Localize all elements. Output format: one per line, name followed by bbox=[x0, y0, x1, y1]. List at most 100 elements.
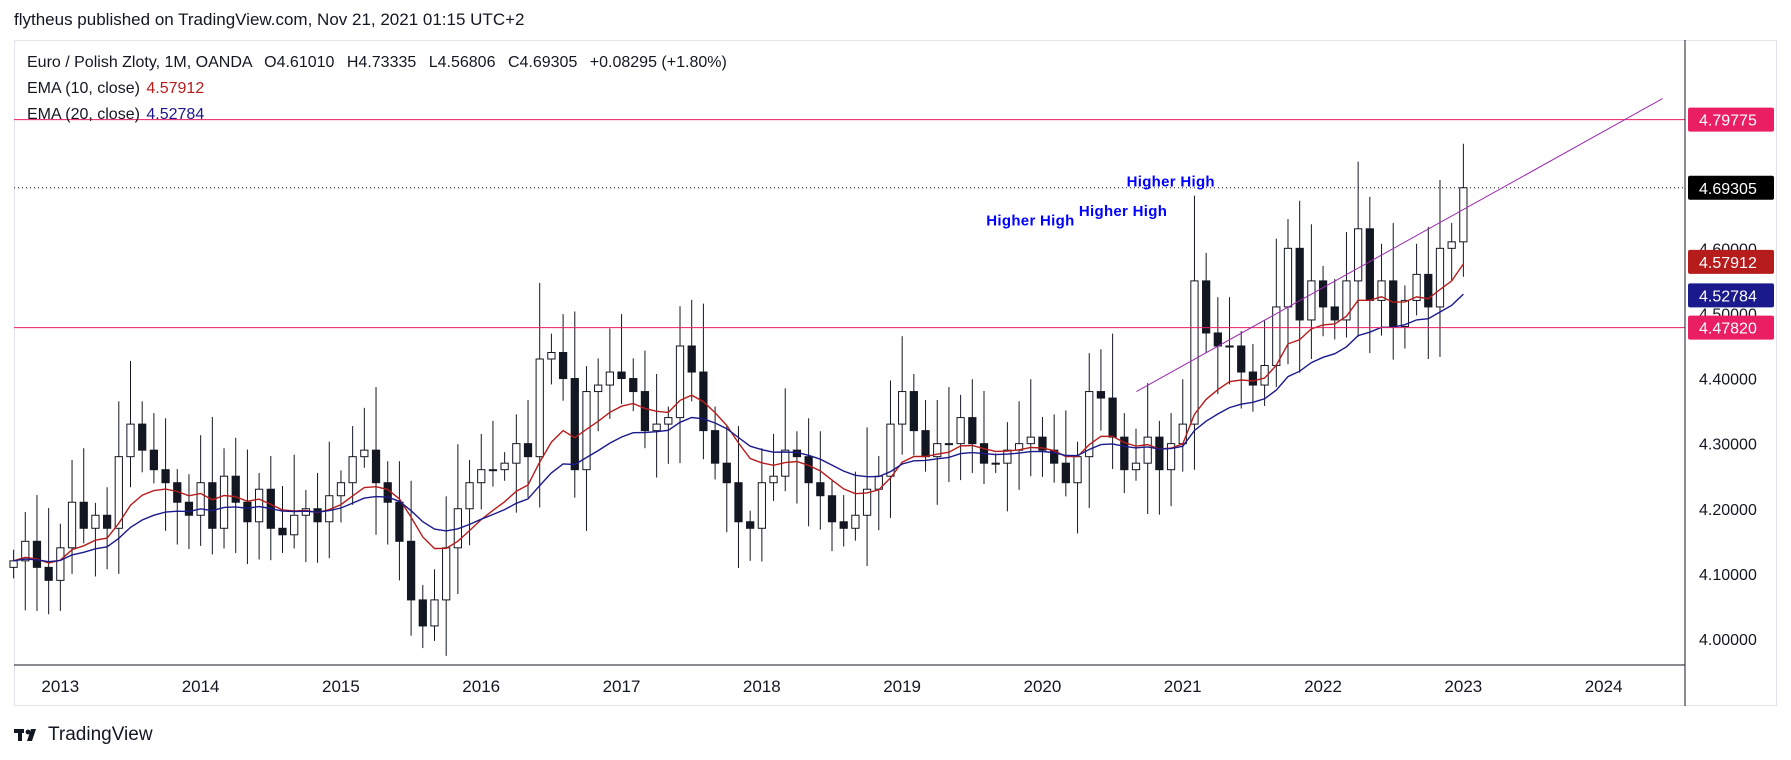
candle-body bbox=[909, 391, 918, 432]
candle-body bbox=[219, 475, 229, 529]
candle-body bbox=[558, 352, 568, 380]
candle-body bbox=[126, 423, 135, 458]
candle-body bbox=[652, 423, 661, 432]
candle-body bbox=[523, 443, 533, 458]
candle-body bbox=[1272, 306, 1281, 367]
open-label: O bbox=[264, 54, 277, 71]
ema10-legend[interactable]: EMA (10, close) 4.57912 bbox=[27, 80, 204, 98]
candle-body bbox=[254, 488, 264, 523]
candle-body bbox=[605, 371, 614, 386]
candle-body bbox=[1389, 280, 1398, 327]
candle-body bbox=[430, 599, 439, 627]
higher-high-annotation: Higher High bbox=[1127, 173, 1215, 190]
candle-body bbox=[851, 514, 860, 529]
level-tag-lower: 4.47820 bbox=[1699, 321, 1757, 338]
x-tick-label: 2013 bbox=[41, 677, 79, 696]
x-tick-label: 2017 bbox=[603, 677, 641, 696]
candle-body bbox=[757, 482, 766, 529]
y-tick-label: 4.20000 bbox=[1699, 502, 1757, 519]
candle-body bbox=[1003, 449, 1012, 464]
candle-body bbox=[898, 391, 907, 425]
candle-body bbox=[1365, 228, 1374, 301]
candle-body bbox=[1295, 247, 1304, 321]
candle-body bbox=[1143, 436, 1152, 464]
candle-body bbox=[56, 547, 65, 581]
ema10-value: 4.57912 bbox=[146, 80, 205, 97]
candle-body bbox=[1412, 273, 1421, 301]
candle-body bbox=[313, 508, 322, 523]
candle-body bbox=[21, 540, 30, 562]
candle-body bbox=[512, 443, 521, 464]
candle-body bbox=[1225, 345, 1234, 348]
ema20-tag: 4.52784 bbox=[1699, 288, 1757, 305]
candle-body bbox=[1096, 391, 1106, 399]
candle-body bbox=[102, 514, 112, 529]
ema20-legend[interactable]: EMA (20, close) 4.52784 bbox=[27, 106, 204, 124]
candle-body bbox=[1178, 423, 1187, 445]
close-value: 4.69305 bbox=[519, 54, 578, 71]
candle-body bbox=[827, 495, 837, 523]
candle-body bbox=[1283, 247, 1293, 308]
candle-body bbox=[138, 423, 147, 451]
candle-body bbox=[1202, 280, 1211, 334]
candle-body bbox=[746, 521, 755, 529]
candle-body bbox=[406, 540, 416, 601]
ema10-tag-bg bbox=[1688, 249, 1774, 274]
chart-frame[interactable] bbox=[14, 40, 1777, 706]
close-label: C bbox=[507, 54, 520, 71]
candle-body bbox=[1166, 443, 1176, 471]
candle-body bbox=[535, 358, 544, 458]
candle-body bbox=[675, 345, 685, 419]
candle-body bbox=[161, 469, 170, 484]
higher-high-annotation: Higher High bbox=[986, 213, 1074, 230]
candle-body bbox=[114, 456, 123, 529]
candle-body bbox=[32, 540, 42, 568]
y-tick-label: 4.40000 bbox=[1699, 372, 1757, 389]
candle-body bbox=[1377, 280, 1386, 301]
change-value: +0.08295 (+1.80%) bbox=[589, 54, 727, 71]
candle-body bbox=[196, 482, 205, 516]
candle-body bbox=[371, 449, 381, 484]
level-tag-upper-bg bbox=[1688, 107, 1774, 132]
candle-body bbox=[594, 384, 603, 393]
candle-body bbox=[149, 449, 159, 471]
candle-body bbox=[1342, 280, 1351, 321]
candle-body bbox=[360, 449, 369, 458]
candle-body bbox=[769, 475, 778, 484]
candle-body bbox=[79, 501, 88, 529]
candle-body bbox=[1354, 228, 1363, 282]
ema10-tag: 4.57912 bbox=[1699, 255, 1757, 272]
x-tick-label: 2022 bbox=[1304, 677, 1342, 696]
candle-body bbox=[1447, 241, 1456, 249]
x-tick-label: 2014 bbox=[182, 677, 220, 696]
ema-lines bbox=[13, 263, 1464, 564]
x-tick-label: 2015 bbox=[322, 677, 360, 696]
candle-body bbox=[710, 430, 720, 464]
last-price-tag: 4.69305 bbox=[1699, 181, 1757, 198]
candle-body bbox=[477, 469, 486, 484]
ema20-label: EMA (20, close) bbox=[27, 106, 140, 123]
candle-body bbox=[500, 462, 509, 471]
tradingview-logo-icon bbox=[14, 729, 36, 741]
y-tick-label: 4.30000 bbox=[1699, 437, 1757, 454]
candle-body bbox=[664, 417, 673, 425]
candle-body bbox=[91, 514, 100, 529]
candle-body bbox=[629, 378, 638, 393]
candle-body bbox=[816, 482, 825, 497]
candle-body bbox=[1260, 365, 1269, 386]
higher-high-annotation: Higher High bbox=[1079, 203, 1167, 220]
tradingview-brand: TradingView bbox=[48, 724, 153, 745]
candle-body bbox=[547, 352, 556, 360]
candle-body bbox=[570, 378, 579, 471]
symbol-title[interactable]: Euro / Polish Zloty, 1M, OANDA bbox=[27, 54, 252, 71]
candle-body bbox=[921, 430, 930, 458]
candle-body bbox=[1248, 371, 1258, 386]
level-tag-upper: 4.79775 bbox=[1699, 113, 1757, 130]
tradingview-footer[interactable]: TradingView bbox=[14, 724, 153, 746]
candle-body bbox=[231, 475, 240, 503]
x-tick-label: 2023 bbox=[1444, 677, 1482, 696]
candle-body bbox=[1120, 436, 1129, 471]
candle-body bbox=[418, 599, 427, 627]
candle-body bbox=[348, 456, 357, 484]
